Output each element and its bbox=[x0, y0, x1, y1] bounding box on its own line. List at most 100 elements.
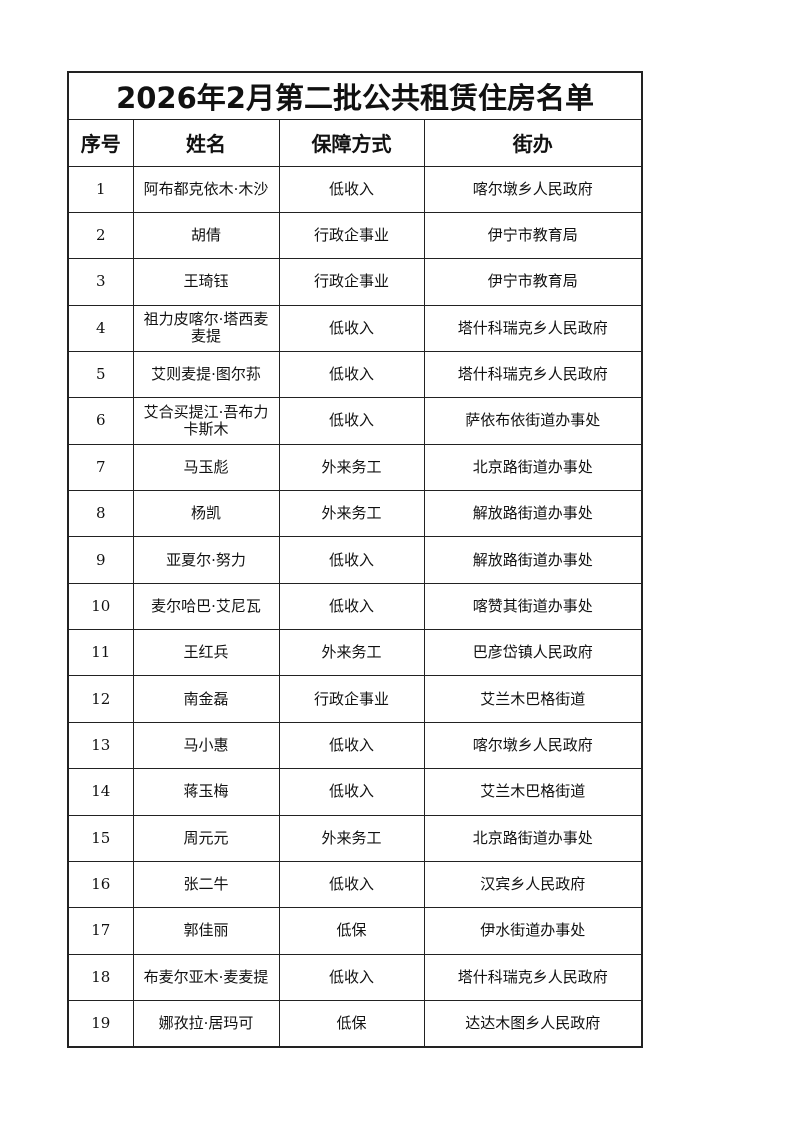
cell-index: 5 bbox=[67, 350, 134, 399]
cell-subdistrict: 伊宁市教育局 bbox=[423, 258, 643, 306]
cell-guarantee-type: 行政企事业 bbox=[278, 211, 425, 260]
table-row: 8 杨凯 外来务工 解放路街道办事处 bbox=[67, 490, 643, 538]
cell-name: 杨凯 bbox=[132, 490, 280, 538]
cell-name: 亚夏尔·努力 bbox=[132, 536, 280, 584]
table-row: 18 布麦尔亚木·麦麦提 低收入 塔什科瑞克乡人民政府 bbox=[67, 953, 643, 1001]
cell-index: 3 bbox=[67, 258, 134, 306]
cell-name: 祖力皮喀尔·塔西麦麦提 bbox=[132, 304, 280, 352]
cell-guarantee-type: 低收入 bbox=[278, 768, 425, 816]
cell-name: 艾合买提江·吾布力卡斯木 bbox=[132, 397, 280, 445]
cell-index: 16 bbox=[67, 860, 134, 909]
cell-index: 11 bbox=[67, 629, 134, 677]
cell-guarantee-type: 外来务工 bbox=[278, 490, 425, 538]
cell-subdistrict: 巴彦岱镇人民政府 bbox=[423, 629, 643, 677]
cell-index: 10 bbox=[67, 582, 134, 631]
cell-name: 布麦尔亚木·麦麦提 bbox=[132, 953, 280, 1001]
cell-guarantee-type: 低保 bbox=[278, 907, 425, 955]
cell-guarantee-type: 低收入 bbox=[278, 304, 425, 352]
table-row: 5 艾则麦提·图尔荪 低收入 塔什科瑞克乡人民政府 bbox=[67, 350, 643, 399]
cell-guarantee-type: 低收入 bbox=[278, 350, 425, 399]
table-row: 13 马小惠 低收入 喀尔墩乡人民政府 bbox=[67, 721, 643, 770]
cell-name: 马玉彪 bbox=[132, 443, 280, 492]
header-index: 序号 bbox=[67, 118, 134, 167]
cell-index: 15 bbox=[67, 814, 134, 862]
document-title: 2026年2月第二批公共租赁住房名单 bbox=[67, 71, 643, 120]
cell-subdistrict: 塔什科瑞克乡人民政府 bbox=[423, 350, 643, 399]
header-name: 姓名 bbox=[132, 118, 280, 167]
cell-guarantee-type: 外来务工 bbox=[278, 814, 425, 862]
table-row: 14 蒋玉梅 低收入 艾兰木巴格街道 bbox=[67, 768, 643, 816]
table-row: 2 胡倩 行政企事业 伊宁市教育局 bbox=[67, 211, 643, 260]
table-row: 6 艾合买提江·吾布力卡斯木 低收入 萨依布依街道办事处 bbox=[67, 397, 643, 445]
cell-guarantee-type: 低收入 bbox=[278, 953, 425, 1001]
cell-name: 王琦钰 bbox=[132, 258, 280, 306]
cell-subdistrict: 伊水街道办事处 bbox=[423, 907, 643, 955]
cell-index: 12 bbox=[67, 675, 134, 723]
cell-index: 6 bbox=[67, 397, 134, 445]
table-row: 10 麦尔哈巴·艾尼瓦 低收入 喀赞其街道办事处 bbox=[67, 582, 643, 631]
cell-name: 王红兵 bbox=[132, 629, 280, 677]
cell-guarantee-type: 外来务工 bbox=[278, 443, 425, 492]
cell-index: 13 bbox=[67, 721, 134, 770]
cell-guarantee-type: 低收入 bbox=[278, 721, 425, 770]
cell-guarantee-type: 外来务工 bbox=[278, 629, 425, 677]
cell-guarantee-type: 低收入 bbox=[278, 536, 425, 584]
cell-name: 艾则麦提·图尔荪 bbox=[132, 350, 280, 399]
cell-guarantee-type: 低收入 bbox=[278, 397, 425, 445]
cell-subdistrict: 塔什科瑞克乡人民政府 bbox=[423, 304, 643, 352]
table-row: 3 王琦钰 行政企事业 伊宁市教育局 bbox=[67, 258, 643, 306]
table-row: 9 亚夏尔·努力 低收入 解放路街道办事处 bbox=[67, 536, 643, 584]
cell-subdistrict: 喀尔墩乡人民政府 bbox=[423, 721, 643, 770]
housing-list-table: 2026年2月第二批公共租赁住房名单 序号 姓名 保障方式 街办 1 阿布都克依木… bbox=[67, 71, 644, 1048]
cell-name: 南金磊 bbox=[132, 675, 280, 723]
header-guarantee-type: 保障方式 bbox=[278, 118, 425, 167]
table-row: 1 阿布都克依木·木沙 低收入 喀尔墩乡人民政府 bbox=[67, 165, 643, 213]
cell-guarantee-type: 低收入 bbox=[278, 165, 425, 213]
cell-name: 马小惠 bbox=[132, 721, 280, 770]
cell-subdistrict: 萨依布依街道办事处 bbox=[423, 397, 643, 445]
cell-name: 郭佳丽 bbox=[132, 907, 280, 955]
cell-name: 蒋玉梅 bbox=[132, 768, 280, 816]
cell-index: 17 bbox=[67, 907, 134, 955]
table-row: 16 张二牛 低收入 汉宾乡人民政府 bbox=[67, 860, 643, 909]
cell-subdistrict: 喀赞其街道办事处 bbox=[423, 582, 643, 631]
cell-subdistrict: 塔什科瑞克乡人民政府 bbox=[423, 953, 643, 1001]
table-row: 11 王红兵 外来务工 巴彦岱镇人民政府 bbox=[67, 629, 643, 677]
cell-index: 7 bbox=[67, 443, 134, 492]
cell-index: 1 bbox=[67, 165, 134, 213]
cell-guarantee-type: 行政企事业 bbox=[278, 258, 425, 306]
cell-guarantee-type: 行政企事业 bbox=[278, 675, 425, 723]
cell-name: 娜孜拉·居玛可 bbox=[132, 999, 280, 1048]
cell-name: 麦尔哈巴·艾尼瓦 bbox=[132, 582, 280, 631]
cell-subdistrict: 艾兰木巴格街道 bbox=[423, 675, 643, 723]
cell-subdistrict: 解放路街道办事处 bbox=[423, 536, 643, 584]
cell-index: 2 bbox=[67, 211, 134, 260]
cell-guarantee-type: 低收入 bbox=[278, 582, 425, 631]
cell-subdistrict: 汉宾乡人民政府 bbox=[423, 860, 643, 909]
cell-subdistrict: 北京路街道办事处 bbox=[423, 443, 643, 492]
table-row: 17 郭佳丽 低保 伊水街道办事处 bbox=[67, 907, 643, 955]
cell-name: 张二牛 bbox=[132, 860, 280, 909]
cell-subdistrict: 解放路街道办事处 bbox=[423, 490, 643, 538]
cell-index: 8 bbox=[67, 490, 134, 538]
cell-subdistrict: 艾兰木巴格街道 bbox=[423, 768, 643, 816]
cell-name: 胡倩 bbox=[132, 211, 280, 260]
cell-name: 阿布都克依木·木沙 bbox=[132, 165, 280, 213]
table-row: 4 祖力皮喀尔·塔西麦麦提 低收入 塔什科瑞克乡人民政府 bbox=[67, 304, 643, 352]
cell-guarantee-type: 低保 bbox=[278, 999, 425, 1048]
table-row: 19 娜孜拉·居玛可 低保 达达木图乡人民政府 bbox=[67, 999, 643, 1048]
table-row: 7 马玉彪 外来务工 北京路街道办事处 bbox=[67, 443, 643, 492]
cell-index: 9 bbox=[67, 536, 134, 584]
cell-guarantee-type: 低收入 bbox=[278, 860, 425, 909]
header-subdistrict: 街办 bbox=[423, 118, 643, 167]
cell-subdistrict: 达达木图乡人民政府 bbox=[423, 999, 643, 1048]
cell-index: 19 bbox=[67, 999, 134, 1048]
cell-subdistrict: 喀尔墩乡人民政府 bbox=[423, 165, 643, 213]
cell-index: 18 bbox=[67, 953, 134, 1001]
cell-index: 4 bbox=[67, 304, 134, 352]
table-row: 12 南金磊 行政企事业 艾兰木巴格街道 bbox=[67, 675, 643, 723]
cell-subdistrict: 伊宁市教育局 bbox=[423, 211, 643, 260]
cell-subdistrict: 北京路街道办事处 bbox=[423, 814, 643, 862]
table-row: 15 周元元 外来务工 北京路街道办事处 bbox=[67, 814, 643, 862]
cell-index: 14 bbox=[67, 768, 134, 816]
